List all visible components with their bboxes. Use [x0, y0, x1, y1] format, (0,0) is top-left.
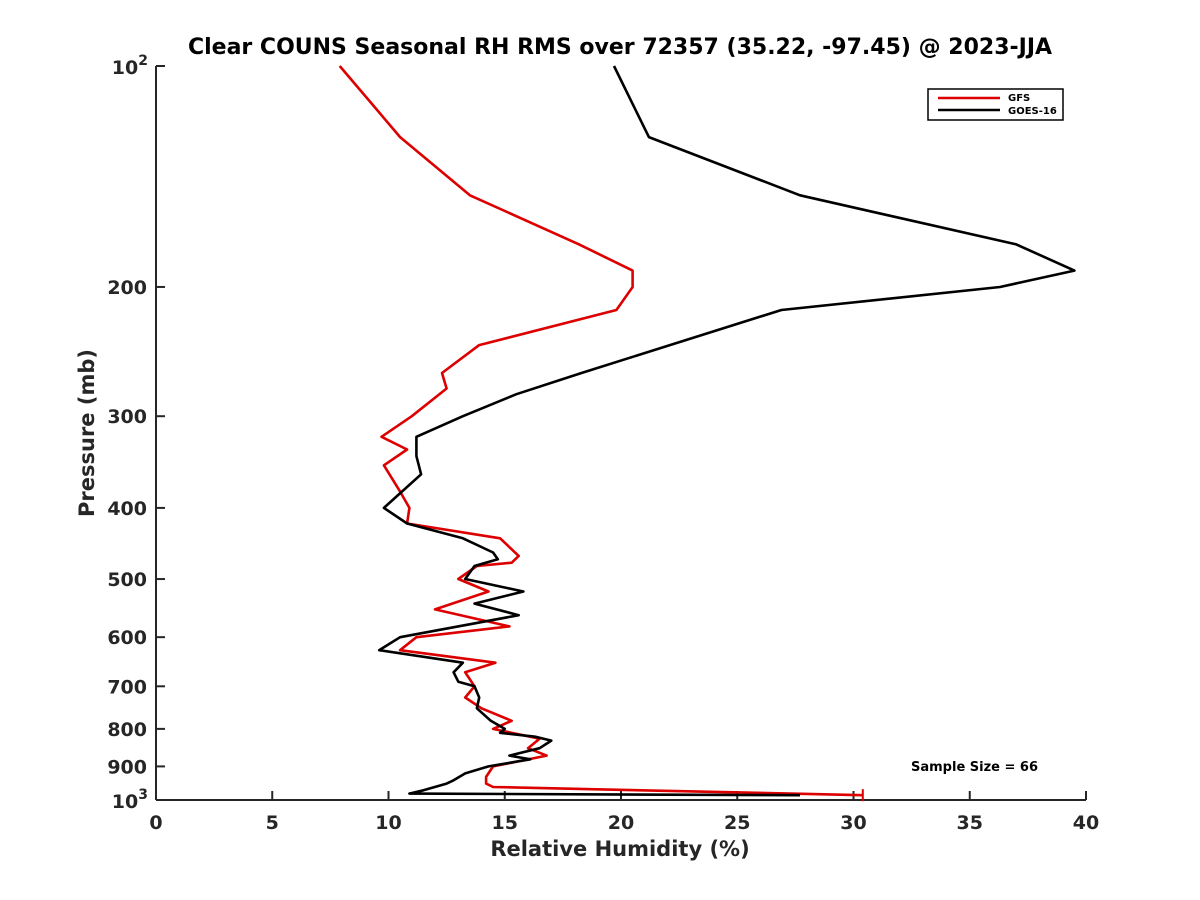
y-tick-label: 300: [107, 406, 147, 428]
x-tick-label: 40: [1073, 812, 1099, 834]
x-tick-label: 35: [957, 812, 983, 834]
legend-label-goes-16: GOES-16: [1008, 106, 1057, 117]
y-tick-label: 600: [107, 627, 147, 649]
y-tick-label: 500: [107, 569, 147, 591]
legend: GFS GOES-16: [927, 88, 1064, 121]
legend-box: [927, 88, 1064, 121]
y-tick-label: 200: [107, 277, 147, 299]
y-tick-label: 400: [107, 498, 147, 520]
x-tick-label: 0: [149, 812, 162, 834]
chart-title: Clear COUNS Seasonal RH RMS over 72357 (…: [188, 35, 1052, 60]
y-tick-label: 900: [107, 756, 147, 778]
x-axis-title: Relative Humidity (%): [490, 837, 749, 861]
series-line-goes-16: [377, 65, 1076, 797]
y-tick-label: 700: [107, 676, 147, 698]
sample-size-annotation: Sample Size = 66: [911, 760, 1038, 775]
x-tick-label: 15: [492, 812, 518, 834]
x-tick-label: 30: [840, 812, 866, 834]
axes-group: 0 5 10 15 20 25 30 35 40 200 300 400 500 600 700 800 900…: [107, 53, 1099, 834]
y-tick-label-top: 102: [112, 53, 148, 79]
y-axis-title: Pressure (mb): [75, 349, 99, 517]
x-tick-label: 10: [375, 812, 401, 834]
x-tick-label: 5: [266, 812, 279, 834]
legend-label-gfs: GFS: [1008, 93, 1030, 104]
series-line-gfs: [338, 65, 863, 797]
x-tick-label: 20: [608, 812, 634, 834]
y-tick-label-bottom: 103: [112, 787, 148, 813]
y-tick-label: 800: [107, 719, 147, 741]
series-group: [338, 65, 1076, 802]
x-tick-label: 25: [724, 812, 750, 834]
